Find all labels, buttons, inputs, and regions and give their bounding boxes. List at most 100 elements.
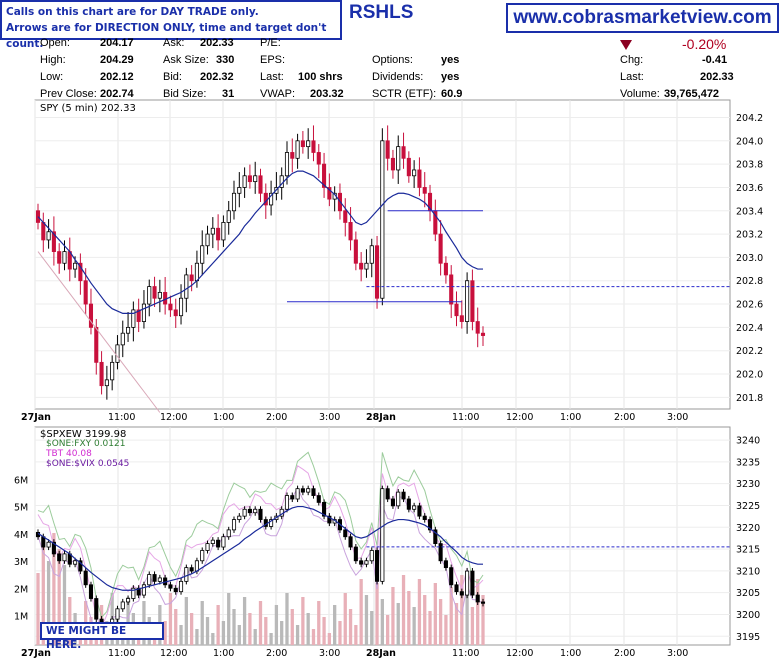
candles-group	[35, 125, 486, 636]
site-banner[interactable]: www.cobrasmarketview.com	[506, 3, 779, 33]
volume-bar	[417, 579, 422, 645]
candle-body	[465, 280, 470, 322]
volume-bar	[438, 599, 443, 645]
candle-body	[290, 495, 295, 500]
candle-body	[369, 245, 374, 264]
candle-body	[189, 567, 194, 572]
candle-body	[475, 594, 480, 603]
overlay-line	[37, 451, 484, 619]
candle-body	[226, 529, 231, 538]
x-tick-label: 2:00	[266, 412, 287, 423]
candle-body	[247, 175, 252, 183]
last2-value: 202.33	[700, 71, 734, 83]
candle-body	[226, 210, 231, 223]
volume-bar	[200, 601, 204, 645]
high-label: High:	[40, 54, 66, 66]
ask-value: 202.33	[200, 37, 234, 49]
candle-body	[422, 515, 427, 520]
candle-body	[51, 541, 56, 555]
candle-body	[306, 488, 311, 493]
volume-bar	[386, 615, 390, 645]
note-line-1: Calls on this chart are for DAY TRADE on…	[6, 6, 259, 18]
candle-body	[189, 274, 194, 282]
candle-body	[62, 251, 67, 264]
x-tick-label: 3:00	[667, 412, 688, 423]
candle-body	[46, 541, 51, 548]
ask-size-label: Ask Size:	[163, 54, 209, 66]
x-tick-label: 27Jan	[21, 648, 51, 659]
volume-bar	[285, 593, 289, 645]
x-tick-label: 3:00	[319, 412, 340, 423]
y-tick-label: 203.0	[736, 253, 763, 264]
indicator-chart-title: $SPXEW 3199.98	[40, 429, 126, 440]
candle-body	[390, 157, 395, 171]
candle-body	[258, 175, 263, 194]
candle-body	[470, 280, 475, 322]
bid-size-label: Bid Size:	[163, 88, 207, 100]
x-tick-label: 2:00	[614, 412, 635, 423]
low-value: 202.12	[100, 71, 134, 83]
y-tick-label: 3205	[736, 588, 760, 599]
x-tick-label: 11:00	[452, 412, 479, 423]
candle-body	[385, 488, 390, 500]
volume-bar	[322, 617, 326, 645]
candle-body	[253, 508, 258, 514]
y-tick-label: 202.4	[736, 323, 763, 334]
y-tick-label: 3240	[736, 436, 760, 447]
candle-body	[269, 192, 274, 206]
candle-body	[311, 140, 316, 153]
volume-tick-label: 6M	[14, 476, 28, 487]
candle-body	[78, 560, 83, 572]
candle-body	[454, 584, 459, 593]
candle-body	[284, 152, 290, 177]
candle-body	[438, 233, 443, 264]
volume-bar	[221, 621, 226, 645]
candle-body	[427, 519, 433, 531]
candle-body	[104, 379, 109, 387]
y-tick-label: 203.6	[736, 183, 763, 194]
volume-bar	[195, 629, 199, 645]
volume-bar	[465, 591, 469, 645]
volume-bar	[306, 613, 310, 645]
volume-bar	[476, 579, 480, 645]
candle-body	[327, 515, 332, 524]
last-shares-value: 100 shrs	[298, 71, 343, 83]
indicator-grid	[34, 427, 730, 645]
volume-bar	[184, 597, 188, 645]
y-tick-label: 3225	[736, 501, 760, 512]
volume-bar	[205, 617, 210, 645]
candle-body	[141, 303, 146, 322]
x-tick-label: 27Jan	[21, 412, 51, 423]
volume-bar	[343, 593, 347, 645]
candle-body	[41, 222, 46, 241]
volume-value: 39,765,472	[664, 88, 720, 100]
volume-bar	[189, 613, 194, 645]
price-chart-title: SPY (5 min) 202.33	[40, 103, 136, 114]
candle-body	[237, 187, 242, 194]
bid-size-value: 31	[222, 88, 235, 100]
candle-body	[300, 140, 305, 148]
x-tick-label: 28Jan	[366, 648, 396, 659]
candle-body	[290, 152, 295, 159]
volume-bar	[216, 605, 220, 645]
volume-tick-label: 4M	[14, 530, 28, 541]
candle-body	[73, 262, 78, 270]
candle-body	[231, 519, 237, 531]
candle-body	[422, 187, 427, 194]
volume-bar	[407, 591, 411, 645]
candle-body	[284, 495, 290, 510]
volume-bar	[338, 621, 342, 645]
volume-bar	[258, 601, 263, 645]
candle-body	[295, 488, 300, 500]
candle-body	[216, 227, 221, 241]
candle-body	[46, 231, 51, 241]
y-tick-label: 204.0	[736, 136, 763, 147]
volume-bar	[211, 633, 215, 645]
candle-body	[364, 262, 369, 270]
volume-bar	[232, 609, 236, 645]
ma-fast-line	[37, 170, 483, 314]
volume-bar	[470, 607, 475, 645]
x-tick-label: 2:00	[614, 648, 635, 659]
candle-body	[120, 332, 125, 346]
candle-body	[322, 163, 327, 188]
